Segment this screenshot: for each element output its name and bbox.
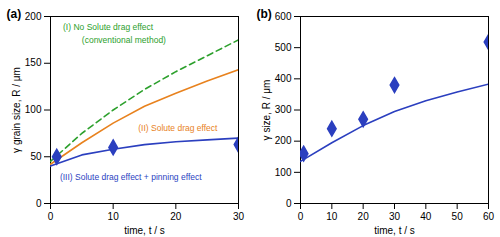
svg-text:γ grain size, R / μm: γ grain size, R / μm [11,67,22,153]
svg-text:30: 30 [233,211,245,222]
svg-text:100: 100 [275,167,292,178]
svg-text:(I) No Solute drag effect: (I) No Solute drag effect [63,22,154,32]
svg-text:time, t / s: time, t / s [374,225,415,236]
svg-text:60: 60 [483,211,495,222]
svg-text:100: 100 [25,104,42,115]
svg-text:time, t / s: time, t / s [124,225,165,236]
svg-text:0: 0 [298,211,304,222]
svg-text:300: 300 [275,104,292,115]
svg-text:(III) Solute drag effect + pin: (III) Solute drag effect + pinning effec… [60,172,202,182]
svg-text:(II) Solute drag effect: (II) Solute drag effect [138,123,218,133]
svg-text:50: 50 [452,211,464,222]
svg-text:20: 20 [170,211,182,222]
svg-text:(conventional method): (conventional method) [82,35,166,45]
svg-text:10: 10 [326,211,338,222]
svg-text:40: 40 [420,211,432,222]
svg-text:500: 500 [275,42,292,53]
svg-text:10: 10 [108,211,120,222]
svg-text:0: 0 [36,198,42,209]
svg-text:(a): (a) [7,7,22,21]
svg-text:600: 600 [275,11,292,22]
svg-text:400: 400 [275,73,292,84]
svg-text:150: 150 [25,57,42,68]
svg-text:30: 30 [389,211,401,222]
svg-text:0: 0 [48,211,54,222]
svg-text:20: 20 [358,211,370,222]
svg-text:200: 200 [275,135,292,146]
svg-text:50: 50 [30,151,42,162]
svg-text:0: 0 [286,198,292,209]
svg-text:200: 200 [25,11,42,22]
svg-text:γ size, R / μm: γ size, R / μm [261,80,272,141]
svg-text:(b): (b) [257,7,272,21]
